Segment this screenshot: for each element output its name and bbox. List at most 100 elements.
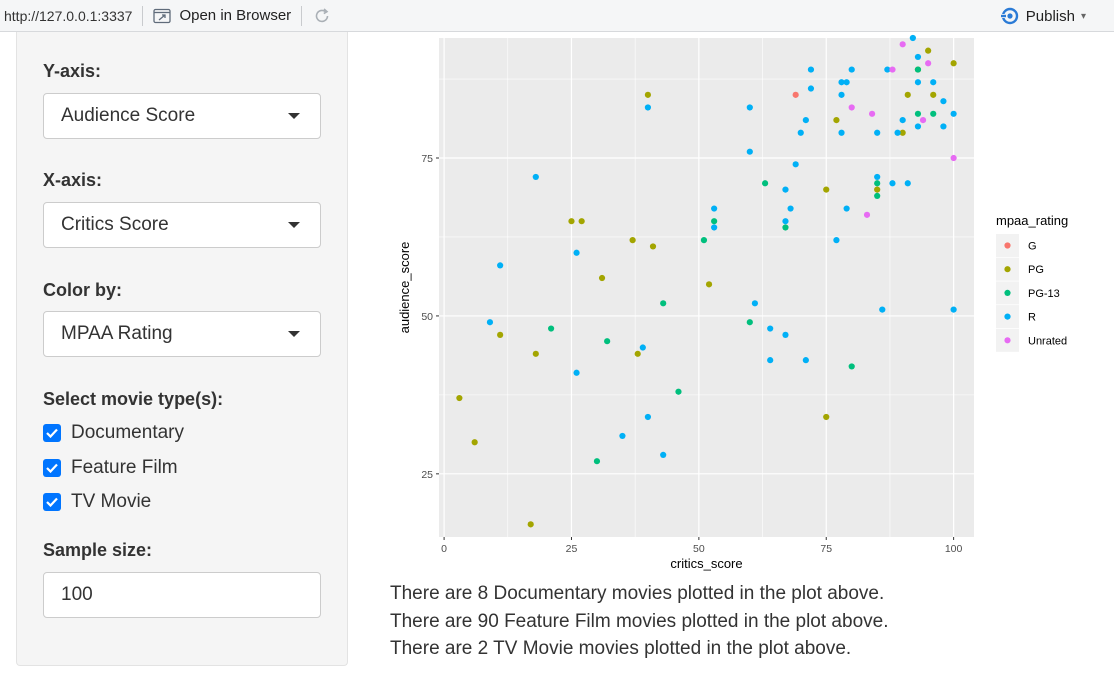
data-point [925,47,932,54]
data-point [782,218,789,225]
data-point [909,34,916,42]
data-point [884,66,891,73]
x-tick-label: 50 [693,543,705,555]
data-point [848,66,855,73]
sample-size-label: Sample size: [43,540,153,560]
sample-size-input[interactable]: 100 [43,572,321,618]
data-point [486,319,494,326]
open-in-browser-label: Open in Browser [179,7,292,24]
data-point [899,117,906,124]
legend-marker [1004,266,1011,273]
legend-marker [1004,289,1011,296]
data-point [848,363,855,370]
plot-panel [439,38,974,537]
data-point [644,104,652,111]
data-point [675,388,682,395]
data-point [889,66,896,73]
chevron-down-icon [288,113,300,119]
data-point [619,432,626,440]
data-point [914,53,922,61]
data-point [767,357,774,364]
data-point [930,110,937,117]
y-tick-label: 50 [421,311,433,323]
chevron-down-icon [288,222,300,228]
publish-button[interactable]: Publish ▾ [999,0,1086,32]
data-point [838,79,845,86]
data-point [874,180,881,187]
color-by-label: Color by: [43,280,122,300]
data-point [751,300,759,307]
checkbox-feature-film[interactable]: Feature Film [43,457,178,479]
data-point [899,129,906,136]
url-label: http://127.0.0.1:3337 [4,7,133,24]
y-tick-label: 25 [421,469,433,481]
data-point [802,117,809,124]
x-tick-label: 75 [820,543,832,555]
data-point [761,180,769,187]
data-point [711,224,718,231]
x-axis-title: critics_score [670,556,742,571]
sidebar-panel: Y-axis: Audience Score X-axis: Critics S… [16,32,348,666]
scatter-plot: 0 25 50 75 100 25 50 75 critics_score audience_sc… [397,34,1068,571]
data-point [874,173,881,181]
data-point [746,104,753,111]
toolbar-divider [301,5,303,26]
data-point [930,79,937,86]
data-point [950,60,957,67]
chevron-down-icon[interactable]: ▾ [1080,10,1086,22]
checkbox-tv-movie[interactable]: TV Movie [43,491,151,513]
data-point [711,205,718,212]
data-point [471,439,478,446]
summary-line-documentary: There are 8 Documentary movies plotted i… [390,583,885,604]
summary-line-tv-movie: There are 2 TV Movie movies plotted in t… [390,638,852,659]
data-point [950,154,957,162]
data-point [547,325,555,332]
legend-title: mpaa_rating [996,213,1068,228]
data-point [874,192,881,200]
refresh-button[interactable] [312,6,332,26]
y-axis-select[interactable]: Audience Score [43,93,321,139]
legend-entry-label: PG-13 [1028,288,1060,300]
checkbox-checked-icon[interactable] [43,424,61,442]
checkbox-checked-icon[interactable] [43,459,61,477]
y-axis-title: audience_score [397,242,412,334]
y-axis-label: Y-axis: [43,61,102,81]
data-point [593,458,601,465]
data-point [802,357,809,364]
x-axis-select[interactable]: Critics Score [43,202,321,248]
open-in-browser-button[interactable]: Open in Browser [153,7,291,24]
legend-entry-label: R [1028,312,1036,324]
checkbox-label: Documentary [71,422,184,443]
data-point [894,129,901,136]
data-point [497,262,504,269]
data-point [639,344,646,351]
data-point [950,306,957,313]
data-point [598,274,606,282]
data-point [843,79,850,86]
data-point [904,180,911,187]
y-axis-select-value: Audience Score [61,105,196,126]
data-point [782,186,789,193]
data-point [797,129,804,136]
legend-marker [1004,337,1011,344]
data-point [838,129,845,136]
x-tick-label: 100 [945,543,963,555]
data-point [644,413,652,421]
data-point [497,331,504,338]
data-point [879,306,886,313]
checkbox-checked-icon[interactable] [43,493,61,511]
data-point [782,331,789,338]
data-point [660,300,667,307]
checkbox-documentary[interactable]: Documentary [43,422,184,444]
data-point [925,60,932,67]
data-point [863,211,871,218]
checkbox-label: Feature Film [71,457,178,478]
data-point [573,249,580,256]
data-point [787,205,794,212]
data-point [644,91,652,98]
data-point [914,79,922,86]
data-point [874,129,881,136]
data-point [889,180,896,187]
x-tick-label: 0 [441,543,447,555]
color-by-select[interactable]: MPAA Rating [43,311,321,357]
